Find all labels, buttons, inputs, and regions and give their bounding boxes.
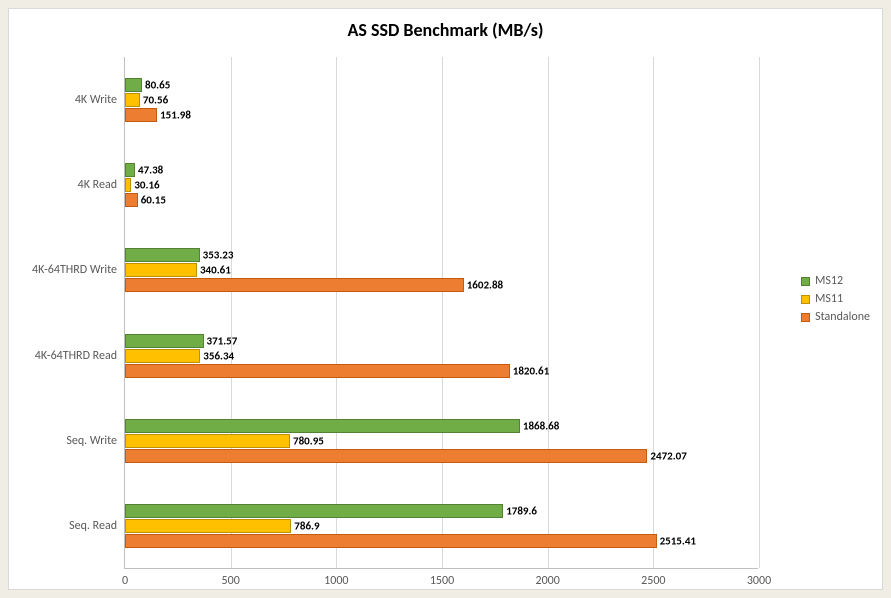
x-tick-label: 2000	[535, 574, 559, 588]
y-category-label: 4K-64THRD Read	[35, 349, 117, 363]
bar-standalone: 151.98	[125, 108, 157, 122]
y-category-label: 4K Write	[75, 93, 117, 107]
bar-ms12: 80.65	[125, 78, 142, 92]
legend-swatch	[801, 277, 810, 286]
bar-ms11: 30.16	[125, 178, 131, 192]
bar-value-label: 80.65	[145, 78, 170, 91]
legend: MS12 MS11 Standalone	[801, 270, 870, 328]
legend-item-standalone: Standalone	[801, 310, 870, 324]
bar-ms12: 47.38	[125, 163, 135, 177]
plot-area: 0500100015002000250030004K Write80.6570.…	[124, 57, 758, 569]
gridline	[653, 57, 654, 568]
bar-value-label: 780.95	[293, 435, 324, 448]
gridline	[548, 57, 549, 568]
x-tick-label: 500	[222, 574, 240, 588]
bar-ms11: 70.56	[125, 93, 140, 107]
chart-container: AS SSD Benchmark (MB/s) 0500100015002000…	[8, 8, 883, 590]
bar-standalone: 2515.41	[125, 534, 657, 548]
bar-standalone: 60.15	[125, 193, 138, 207]
legend-label: MS11	[815, 292, 843, 306]
legend-label: MS12	[815, 274, 843, 288]
bar-ms12: 1789.6	[125, 504, 503, 518]
bar-value-label: 1820.61	[513, 364, 549, 377]
legend-item-ms12: MS12	[801, 274, 870, 288]
x-tick-label: 1000	[324, 574, 348, 588]
bar-ms12: 353.23	[125, 248, 200, 262]
legend-swatch	[801, 313, 810, 322]
gridline	[442, 57, 443, 568]
bar-value-label: 2515.41	[660, 535, 696, 548]
bar-ms12: 1868.68	[125, 419, 520, 433]
bar-value-label: 2472.07	[650, 450, 686, 463]
bar-value-label: 371.57	[207, 334, 238, 347]
bar-ms12: 371.57	[125, 334, 204, 348]
gridline	[759, 57, 760, 568]
bar-value-label: 1789.6	[506, 505, 537, 518]
bar-standalone: 1820.61	[125, 364, 510, 378]
chart-title: AS SSD Benchmark (MB/s)	[9, 9, 882, 41]
legend-item-ms11: MS11	[801, 292, 870, 306]
bar-ms11: 356.34	[125, 349, 200, 363]
bar-value-label: 353.23	[203, 249, 234, 262]
bar-ms11: 340.61	[125, 263, 197, 277]
bar-standalone: 2472.07	[125, 449, 647, 463]
y-category-label: 4K Read	[78, 178, 117, 192]
x-tick-label: 3000	[747, 574, 771, 588]
x-tick-label: 2500	[641, 574, 665, 588]
bar-value-label: 47.38	[138, 164, 163, 177]
bar-value-label: 356.34	[203, 349, 234, 362]
bar-value-label: 1868.68	[523, 420, 559, 433]
y-category-label: Seq. Read	[69, 519, 117, 533]
bar-value-label: 786.9	[294, 520, 319, 533]
bar-value-label: 70.56	[143, 93, 168, 106]
x-tick-label: 1500	[430, 574, 454, 588]
y-category-label: Seq. Write	[66, 434, 117, 448]
bar-standalone: 1602.88	[125, 278, 464, 292]
bar-value-label: 151.98	[160, 108, 191, 121]
bar-value-label: 30.16	[134, 179, 159, 192]
legend-label: Standalone	[815, 310, 870, 324]
legend-swatch	[801, 295, 810, 304]
y-category-label: 4K-64THRD Write	[32, 263, 117, 277]
bar-value-label: 1602.88	[467, 279, 503, 292]
gridline	[336, 57, 337, 568]
bar-value-label: 60.15	[141, 194, 166, 207]
bar-value-label: 340.61	[200, 264, 231, 277]
bar-ms11: 786.9	[125, 519, 291, 533]
bar-ms11: 780.95	[125, 434, 290, 448]
x-tick-label: 0	[122, 574, 128, 588]
gridline	[231, 57, 232, 568]
